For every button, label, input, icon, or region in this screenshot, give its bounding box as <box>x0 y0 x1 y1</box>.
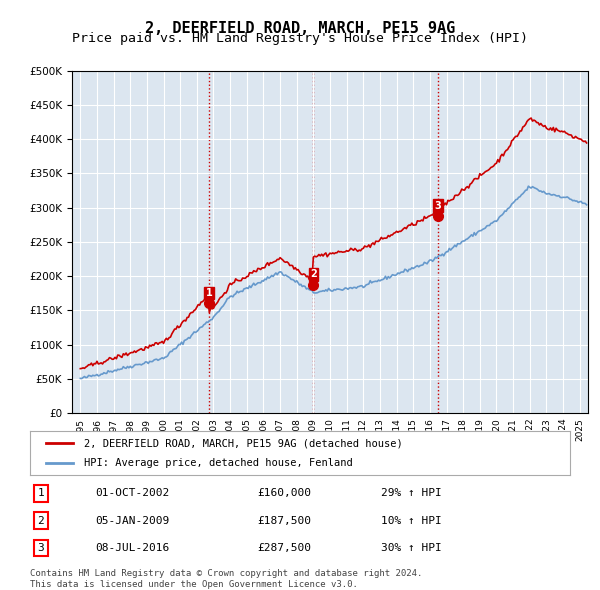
Text: £160,000: £160,000 <box>257 489 311 499</box>
Text: £287,500: £287,500 <box>257 543 311 553</box>
Text: 30% ↑ HPI: 30% ↑ HPI <box>381 543 442 553</box>
Text: 2: 2 <box>310 269 317 279</box>
Text: 29% ↑ HPI: 29% ↑ HPI <box>381 489 442 499</box>
Text: 10% ↑ HPI: 10% ↑ HPI <box>381 516 442 526</box>
Text: 1: 1 <box>37 489 44 499</box>
Text: £187,500: £187,500 <box>257 516 311 526</box>
Text: 01-OCT-2002: 01-OCT-2002 <box>95 489 169 499</box>
Text: 2: 2 <box>37 516 44 526</box>
Text: Contains HM Land Registry data © Crown copyright and database right 2024.
This d: Contains HM Land Registry data © Crown c… <box>30 569 422 589</box>
Text: 2, DEERFIELD ROAD, MARCH, PE15 9AG (detached house): 2, DEERFIELD ROAD, MARCH, PE15 9AG (deta… <box>84 438 403 448</box>
Text: HPI: Average price, detached house, Fenland: HPI: Average price, detached house, Fenl… <box>84 458 353 467</box>
Text: Price paid vs. HM Land Registry's House Price Index (HPI): Price paid vs. HM Land Registry's House … <box>72 32 528 45</box>
Text: 3: 3 <box>435 201 442 211</box>
Text: 08-JUL-2016: 08-JUL-2016 <box>95 543 169 553</box>
Text: 3: 3 <box>37 543 44 553</box>
Text: 1: 1 <box>206 288 212 298</box>
Text: 2, DEERFIELD ROAD, MARCH, PE15 9AG: 2, DEERFIELD ROAD, MARCH, PE15 9AG <box>145 21 455 35</box>
Text: 05-JAN-2009: 05-JAN-2009 <box>95 516 169 526</box>
